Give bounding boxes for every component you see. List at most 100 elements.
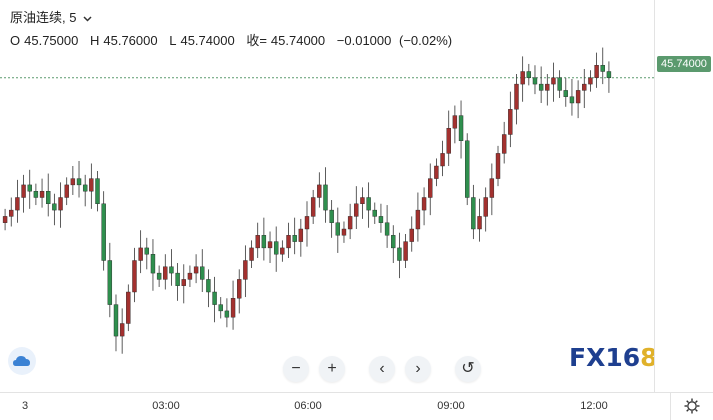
candle (2, 208, 8, 231)
candle (58, 182, 63, 228)
gear-icon[interactable] (684, 398, 700, 419)
candle (532, 65, 538, 95)
candle (286, 222, 291, 258)
chart-settings-corner[interactable] (670, 392, 713, 420)
candle (39, 178, 45, 208)
time-label: 06:00 (294, 400, 322, 412)
candle (95, 171, 100, 212)
zoom-in-button[interactable]: + (319, 356, 345, 382)
candle (378, 203, 384, 233)
candle (403, 234, 408, 269)
candle (508, 91, 513, 148)
candle (538, 66, 544, 103)
candle (434, 158, 439, 187)
candle (452, 105, 458, 144)
candle (144, 237, 149, 270)
candle (107, 242, 113, 318)
candle (483, 187, 488, 232)
candle (341, 221, 347, 243)
candle (391, 225, 396, 264)
candle (249, 240, 254, 269)
candle (224, 298, 230, 328)
candle (471, 184, 476, 240)
candle (255, 222, 260, 258)
candle (551, 62, 556, 102)
candle (514, 74, 519, 125)
candle (489, 163, 495, 216)
candle (397, 232, 402, 279)
candle (520, 56, 525, 102)
candle (70, 166, 76, 195)
candle (200, 249, 205, 292)
candle (366, 182, 371, 228)
candle (101, 191, 106, 271)
candle (606, 61, 612, 93)
interval-label[interactable]: 5 (69, 10, 77, 25)
candle (187, 265, 193, 287)
candle (243, 245, 248, 298)
candle (76, 160, 82, 198)
change-percent: (−0.02%) (399, 33, 453, 48)
candle (329, 200, 334, 238)
candle (138, 230, 143, 274)
candle (582, 68, 587, 109)
candle (545, 74, 550, 106)
candlestick-chart[interactable] (0, 0, 654, 392)
reset-chart-button[interactable]: ↺ (455, 356, 481, 382)
tradingview-cloud-icon[interactable] (8, 347, 36, 375)
candle (465, 133, 470, 206)
candle (335, 207, 341, 253)
candle (15, 179, 20, 223)
candle (446, 110, 451, 166)
candle (310, 189, 316, 224)
candle (304, 201, 310, 247)
scroll-right-button[interactable]: › (405, 356, 431, 382)
close-value: 45.74000 (270, 33, 326, 48)
time-label: 12:00 (580, 400, 608, 412)
candle (212, 276, 217, 323)
open-value: 45.75000 (24, 33, 79, 48)
candle (354, 186, 359, 229)
candle (113, 294, 119, 352)
candle (163, 254, 168, 290)
candle (267, 231, 273, 264)
time-label: 09:00 (437, 400, 465, 412)
candle (82, 174, 88, 207)
candle (458, 100, 464, 159)
zoom-out-button[interactable]: − (283, 356, 309, 382)
candle (181, 264, 186, 304)
candle (21, 174, 26, 213)
candle (119, 308, 125, 354)
candle (156, 265, 162, 287)
candle (501, 121, 507, 164)
candle (230, 280, 236, 330)
time-label: 3 (21, 400, 29, 412)
change-value: −0.01000 (336, 33, 392, 48)
price-axis[interactable]: 45.74000 (654, 0, 713, 392)
low-value: 45.74000 (180, 33, 235, 48)
time-axis[interactable]: 3 03:00 06:00 09:00 12:00 (0, 392, 670, 420)
candle (193, 254, 199, 284)
candle (218, 297, 223, 319)
high-value: 45.76000 (103, 33, 158, 48)
candle (384, 205, 390, 248)
current-price-tag: 45.74000 (657, 56, 711, 72)
chevron-down-icon[interactable] (83, 10, 92, 25)
candle (409, 216, 414, 252)
candle (261, 217, 267, 261)
time-label: 03:00 (152, 400, 180, 412)
candle (175, 263, 180, 301)
candle (89, 163, 94, 209)
candle (372, 202, 377, 224)
candle (347, 203, 353, 240)
scroll-left-button[interactable]: ‹ (369, 356, 395, 382)
candle (206, 269, 211, 308)
candle (169, 249, 174, 286)
candle (52, 193, 57, 226)
candle (292, 217, 297, 255)
candle (298, 218, 304, 257)
symbol-name[interactable]: 原油连续 (10, 10, 63, 25)
candle (360, 187, 365, 219)
chart-plot-area[interactable]: 原油连续, 5 O 45.75000 H 45.76000 L 45.74000 收=… (0, 0, 654, 392)
candle (440, 140, 445, 177)
